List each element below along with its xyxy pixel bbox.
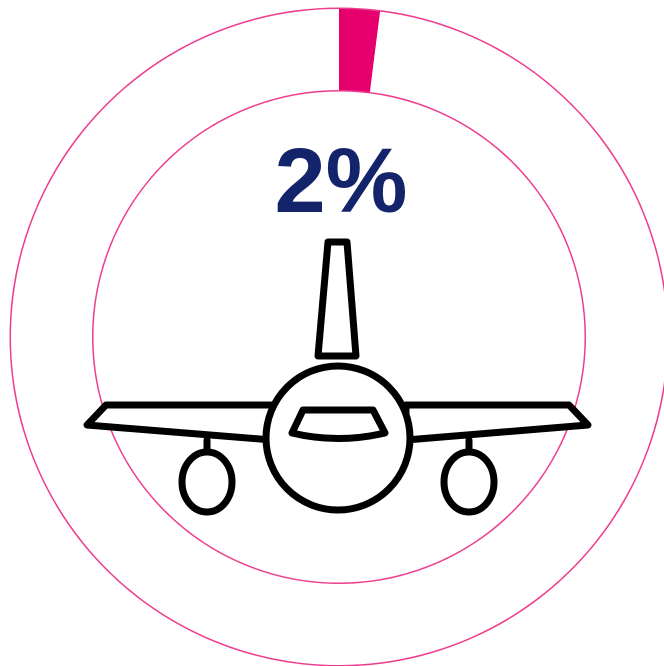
percentage-label: 2% <box>275 130 408 232</box>
donut-slice-1 <box>339 9 381 92</box>
donut-slices <box>11 9 664 665</box>
airplane-front-icon <box>83 238 592 516</box>
